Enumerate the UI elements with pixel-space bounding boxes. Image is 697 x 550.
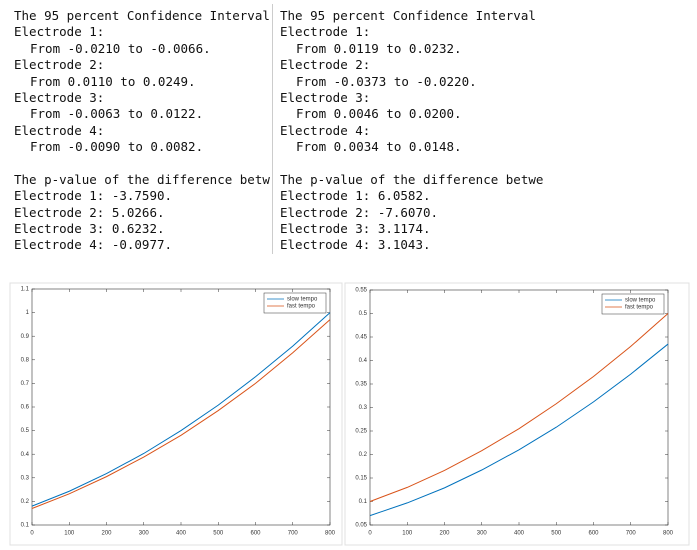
- x-tick-label: 100: [402, 531, 413, 537]
- x-tick-label: 700: [288, 531, 299, 537]
- p-value: Electrode 1: 6.0582.: [280, 188, 431, 204]
- x-tick-label: 300: [477, 531, 488, 537]
- electrode-label: Electrode 3:: [14, 89, 105, 105]
- y-tick-label: 0.4: [21, 452, 30, 458]
- legend-label: fast tempo: [625, 305, 654, 311]
- x-tick-label: 300: [139, 531, 150, 537]
- electrode-label: Electrode 4:: [14, 122, 105, 138]
- legend-box: [601, 293, 665, 315]
- series-line: [369, 343, 669, 517]
- interval: From 0.0119 to 0.0232.: [296, 40, 462, 56]
- y-tick-label: 0.45: [355, 335, 367, 341]
- y-tick-label: 0.7: [21, 381, 30, 387]
- y-tick-label: 0.05: [355, 523, 367, 529]
- x-tick-label: 400: [514, 531, 525, 537]
- y-tick-label: 1.1: [21, 287, 30, 293]
- interval: From -0.0373 to -0.0220.: [296, 73, 477, 89]
- x-tick-label: 600: [250, 531, 261, 537]
- p-value: Electrode 2: 5.0266.: [14, 204, 165, 220]
- divider: [272, 4, 273, 254]
- electrode-label: Electrode 4:: [280, 122, 371, 138]
- x-tick-label: 100: [64, 531, 75, 537]
- interval: From 0.0046 to 0.0200.: [296, 106, 462, 122]
- x-tick-label: 800: [325, 531, 336, 537]
- y-tick-label: 0.1: [21, 523, 30, 529]
- p-value: Electrode 2: -7.6070.: [280, 204, 439, 220]
- interval: From -0.0063 to 0.0122.: [30, 106, 204, 122]
- y-tick-label: 0.8: [21, 357, 30, 363]
- y-tick-label: 0.3: [21, 475, 30, 481]
- x-tick-label: 500: [213, 531, 224, 537]
- x-tick-label: 200: [439, 531, 450, 537]
- legend-box: [263, 292, 327, 314]
- ci-heading: The 95 percent Confidence Interval: [280, 8, 536, 23]
- x-tick-label: 0: [30, 531, 34, 537]
- y-tick-label: 0.9: [21, 334, 30, 340]
- y-tick-label: 1: [26, 310, 30, 316]
- p-value: Electrode 3: 3.1174.: [280, 221, 431, 237]
- y-tick-label: 0.6: [21, 405, 30, 411]
- legend-label: fast tempo: [287, 304, 316, 310]
- y-tick-label: 0.55: [355, 288, 367, 294]
- electrode-label: Electrode 2:: [280, 57, 371, 73]
- y-tick-label: 0.25: [355, 429, 367, 435]
- y-tick-label: 0.3: [359, 405, 368, 411]
- x-tick-label: 800: [663, 531, 674, 537]
- x-tick-label: 600: [588, 531, 599, 537]
- p-heading: The p-value of the difference betwe: [280, 171, 544, 187]
- console-output: The 95 percent Confidence Interval Electr…: [14, 8, 270, 254]
- interval: From 0.0110 to 0.0249.: [30, 73, 196, 89]
- y-tick-label: 0.5: [359, 311, 368, 317]
- p-heading: The p-value of the difference betwe: [14, 171, 270, 187]
- y-tick-label: 0.35: [355, 382, 367, 388]
- console-output: The 95 percent Confidence Interval Electr…: [280, 8, 560, 254]
- y-tick-label: 0.1: [359, 499, 368, 505]
- legend-label: slow tempo: [287, 297, 318, 303]
- series-line: [369, 313, 669, 502]
- electrode-label: Electrode 1:: [280, 24, 371, 40]
- electrode-label: Electrode 1:: [14, 24, 105, 40]
- plot-area: [369, 289, 669, 526]
- p-value: Electrode 4: 3.1043.: [280, 237, 431, 253]
- legend-label: slow tempo: [625, 298, 656, 304]
- p-value: Electrode 4: -0.0977.: [14, 237, 173, 253]
- p-value: Electrode 3: 0.6232.: [14, 221, 165, 237]
- series-line: [31, 312, 331, 507]
- p-value: Electrode 1: -3.7590.: [14, 188, 173, 204]
- interval: From -0.0090 to 0.0082.: [30, 139, 204, 155]
- series-line: [31, 319, 331, 509]
- x-tick-label: 700: [626, 531, 637, 537]
- y-tick-label: 0.2: [359, 452, 368, 458]
- ci-heading: The 95 percent Confidence Interval: [14, 8, 270, 23]
- x-tick-label: 0: [368, 531, 372, 537]
- electrode-label: Electrode 2:: [14, 57, 105, 73]
- y-tick-label: 0.4: [359, 358, 368, 364]
- y-tick-label: 0.5: [21, 428, 30, 434]
- y-tick-label: 0.15: [355, 476, 367, 482]
- interval: From -0.0210 to -0.0066.: [30, 40, 211, 56]
- electrode-label: Electrode 3:: [280, 89, 371, 105]
- x-tick-label: 200: [101, 531, 112, 537]
- interval: From 0.0034 to 0.0148.: [296, 139, 462, 155]
- y-tick-label: 0.2: [21, 499, 30, 505]
- x-tick-label: 400: [176, 531, 187, 537]
- plot-area: [31, 288, 331, 526]
- x-tick-label: 500: [551, 531, 562, 537]
